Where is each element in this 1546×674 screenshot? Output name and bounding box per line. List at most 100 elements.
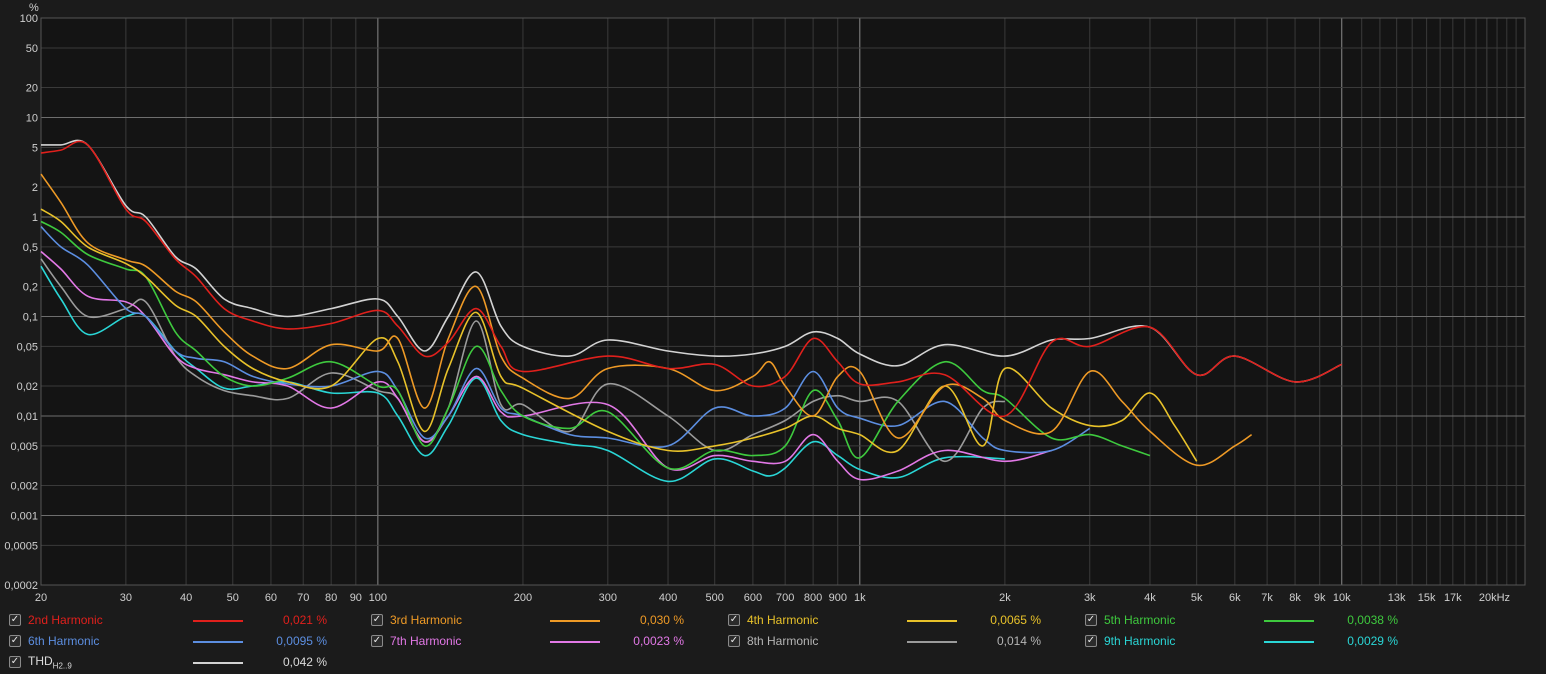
- y-axis-ticks: 100 50 20 10 5 2 1 0,5 0,2 0,1 0,05 0,02 0,01 0,005 0,…: [4, 13, 38, 592]
- legend-checkbox[interactable]: ✓: [9, 635, 21, 647]
- thd-chart: 100 50 20 10 5 2 1 0,5 0,2 0,1 0,05 0,02 0,01 0,005 0,…: [4, 2, 1526, 604]
- x-tick-label: 20: [35, 592, 47, 604]
- y-tick-label: 0,001: [10, 510, 38, 522]
- legend-entry: ✓ 4th Harmonic: [719, 610, 818, 630]
- legend-entry: ✓ 7th Harmonic: [362, 631, 461, 651]
- x-tick-label: 50: [227, 592, 239, 604]
- series-line-6th-harmonic: [40, 226, 1091, 454]
- legend-entry: ✓ 5th Harmonic: [1076, 610, 1175, 630]
- y-tick-label: 2: [32, 182, 38, 194]
- legend-entry: ✓ 8th Harmonic: [719, 631, 818, 651]
- x-tick-label: 80: [325, 592, 337, 604]
- x-tick-label: 3k: [1084, 592, 1096, 604]
- x-tick-label: 600: [744, 592, 762, 604]
- series-line-5th-harmonic: [40, 220, 1151, 470]
- legend-label: 9th Harmonic: [1104, 634, 1176, 648]
- legend-checkbox[interactable]: ✓: [1085, 635, 1097, 647]
- x-tick-label: 800: [804, 592, 822, 604]
- x-tick-label: 6k: [1229, 592, 1241, 604]
- y-tick-label: 0,02: [17, 381, 38, 393]
- x-tick-label: 15k: [1418, 592, 1436, 604]
- y-tick-label: 0,002: [10, 481, 38, 493]
- legend-checkbox[interactable]: ✓: [728, 614, 740, 626]
- x-tick-label: 700: [776, 592, 794, 604]
- y-tick-label: 10: [26, 112, 38, 124]
- x-tick-label: 30: [120, 592, 132, 604]
- y-tick-label: 0,005: [10, 441, 38, 453]
- legend-line-sample: [907, 620, 957, 622]
- legend-value: 0,0065 %: [990, 613, 1041, 627]
- y-tick-label: 0,0005: [4, 540, 38, 552]
- legend-label: 5th Harmonic: [1104, 613, 1176, 627]
- legend-line-sample: [193, 641, 243, 643]
- x-tick-label: 60: [265, 592, 277, 604]
- x-tick-label: 300: [599, 592, 617, 604]
- legend-entry: ✓ 2nd Harmonic: [0, 610, 103, 630]
- legend-entry: ✓ 3rd Harmonic: [362, 610, 462, 630]
- legend-line-sample: [1264, 641, 1314, 643]
- x-tick-label: 1k: [854, 592, 866, 604]
- plot-area: [41, 18, 1525, 585]
- series-line-3rd-harmonic: [40, 173, 1253, 467]
- legend-label: 3rd Harmonic: [390, 613, 463, 627]
- y-tick-label: 0,05: [17, 341, 38, 353]
- legend-checkbox[interactable]: ✓: [371, 614, 383, 626]
- legend-line-sample: [550, 641, 600, 643]
- legend-value: 0,030 %: [639, 613, 684, 627]
- legend-value: 0,014 %: [996, 634, 1041, 648]
- legend-label: 7th Harmonic: [390, 634, 462, 648]
- x-tick-label: 900: [829, 592, 847, 604]
- plot-border: [40, 17, 1526, 586]
- x-axis-ticks: 20 30 40 50 60 70 80 90 100 200 300 400 500 600 700 800…: [35, 592, 1510, 604]
- x-tick-label: 90: [350, 592, 362, 604]
- x-tick-label: 100: [369, 592, 387, 604]
- x-tick-label: 400: [659, 592, 677, 604]
- legend-checkbox[interactable]: ✓: [728, 635, 740, 647]
- y-tick-label: 20: [26, 83, 38, 95]
- x-tick-label: 8k: [1289, 592, 1301, 604]
- x-tick-label: 10k: [1333, 592, 1351, 604]
- legend: ✓ 2nd Harmonic 0,021 % ✓ 3rd Harmonic 0,030 %…: [0, 610, 1546, 674]
- legend-label: 8th Harmonic: [747, 634, 819, 648]
- y-tick-label: 1: [32, 212, 38, 224]
- legend-checkbox[interactable]: ✓: [1085, 614, 1097, 626]
- curves: [40, 139, 1343, 483]
- y-tick-label: 0,01: [17, 411, 38, 423]
- legend-checkbox[interactable]: ✓: [9, 656, 21, 668]
- y-tick-label: 5: [32, 142, 38, 154]
- grid: [40, 17, 1526, 586]
- x-tick-label: 200: [514, 592, 532, 604]
- legend-label: 4th Harmonic: [747, 613, 819, 627]
- y-tick-label: 0,2: [23, 282, 38, 294]
- x-tick-label: 40: [180, 592, 192, 604]
- x-tick-label: 70: [297, 592, 309, 604]
- y-tick-label: 0,1: [23, 311, 38, 323]
- legend-line-sample: [1264, 620, 1314, 622]
- x-tick-label: 4k: [1144, 592, 1156, 604]
- legend-value: 0,0038 %: [1347, 613, 1398, 627]
- legend-line-sample: [550, 620, 600, 622]
- legend-line-sample: [907, 641, 957, 643]
- y-tick-label: 0,5: [23, 242, 38, 254]
- y-tick-label: 0,0002: [4, 580, 38, 592]
- legend-label-subscript: H2..9: [52, 661, 72, 671]
- series-line-4th-harmonic: [40, 208, 1198, 462]
- legend-entry: ✓ 6th Harmonic: [0, 631, 99, 651]
- legend-label: 6th Harmonic: [28, 634, 100, 648]
- x-tick-label: 17k: [1444, 592, 1462, 604]
- series-line-2nd-harmonic: [40, 140, 1343, 418]
- x-tick-label: 13k: [1388, 592, 1406, 604]
- y-axis-unit: %: [29, 2, 39, 14]
- legend-value: 0,0023 %: [633, 634, 684, 648]
- y-tick-label: 50: [26, 43, 38, 55]
- series-line-7th-harmonic: [40, 250, 1052, 481]
- x-tick-label: 2k: [999, 592, 1011, 604]
- x-tick-label: 500: [706, 592, 724, 604]
- legend-checkbox[interactable]: ✓: [371, 635, 383, 647]
- legend-label: 2nd Harmonic: [28, 613, 103, 627]
- legend-checkbox[interactable]: ✓: [9, 614, 21, 626]
- legend-label: THDH2..9: [28, 654, 72, 670]
- legend-value: 0,0095 %: [276, 634, 327, 648]
- legend-entry: ✓ 9th Harmonic: [1076, 631, 1175, 651]
- legend-label-main: THD: [28, 653, 53, 668]
